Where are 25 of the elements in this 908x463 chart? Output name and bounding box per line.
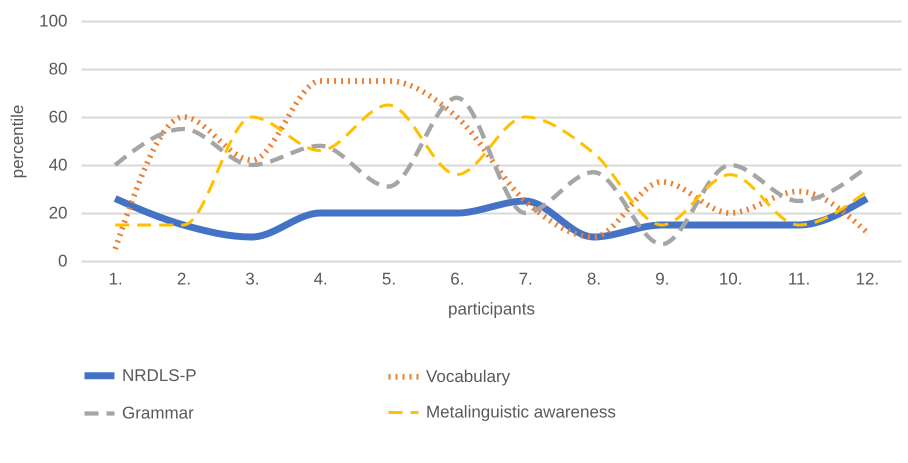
x-tick-label: 5. xyxy=(382,270,396,288)
x-tick-label: 9. xyxy=(655,270,670,288)
x-tick-label: 2. xyxy=(176,270,192,288)
x-tick-label: 10. xyxy=(718,270,742,288)
x-tick-label: 8. xyxy=(586,270,602,288)
y-tick-label: 60 xyxy=(48,108,68,126)
y-axis-title: percentile xyxy=(8,104,28,178)
x-tick-label: 4. xyxy=(314,270,328,288)
legend-label: Metalinguistic awareness xyxy=(426,402,616,422)
y-tick-label: 20 xyxy=(48,204,68,222)
x-tick-label: 1. xyxy=(108,270,123,288)
x-axis-title: participants xyxy=(448,300,535,318)
y-tick-label: 40 xyxy=(48,156,68,174)
x-tick-label: 6. xyxy=(450,270,464,288)
x-tick-label: 3. xyxy=(245,270,260,288)
legend-label: Vocabulary xyxy=(426,366,511,386)
legend-label: Grammar xyxy=(122,404,194,422)
line-series xyxy=(114,104,868,226)
y-tick-label: 100 xyxy=(39,12,68,30)
x-tick-label: 7. xyxy=(518,270,533,288)
x-tick-label: 12. xyxy=(856,270,880,288)
y-tick-label: 0 xyxy=(58,252,68,270)
y-tick-label: 80 xyxy=(48,60,68,78)
legend-label: NRDLS-P xyxy=(122,366,197,385)
x-tick-label: 11. xyxy=(788,270,810,288)
